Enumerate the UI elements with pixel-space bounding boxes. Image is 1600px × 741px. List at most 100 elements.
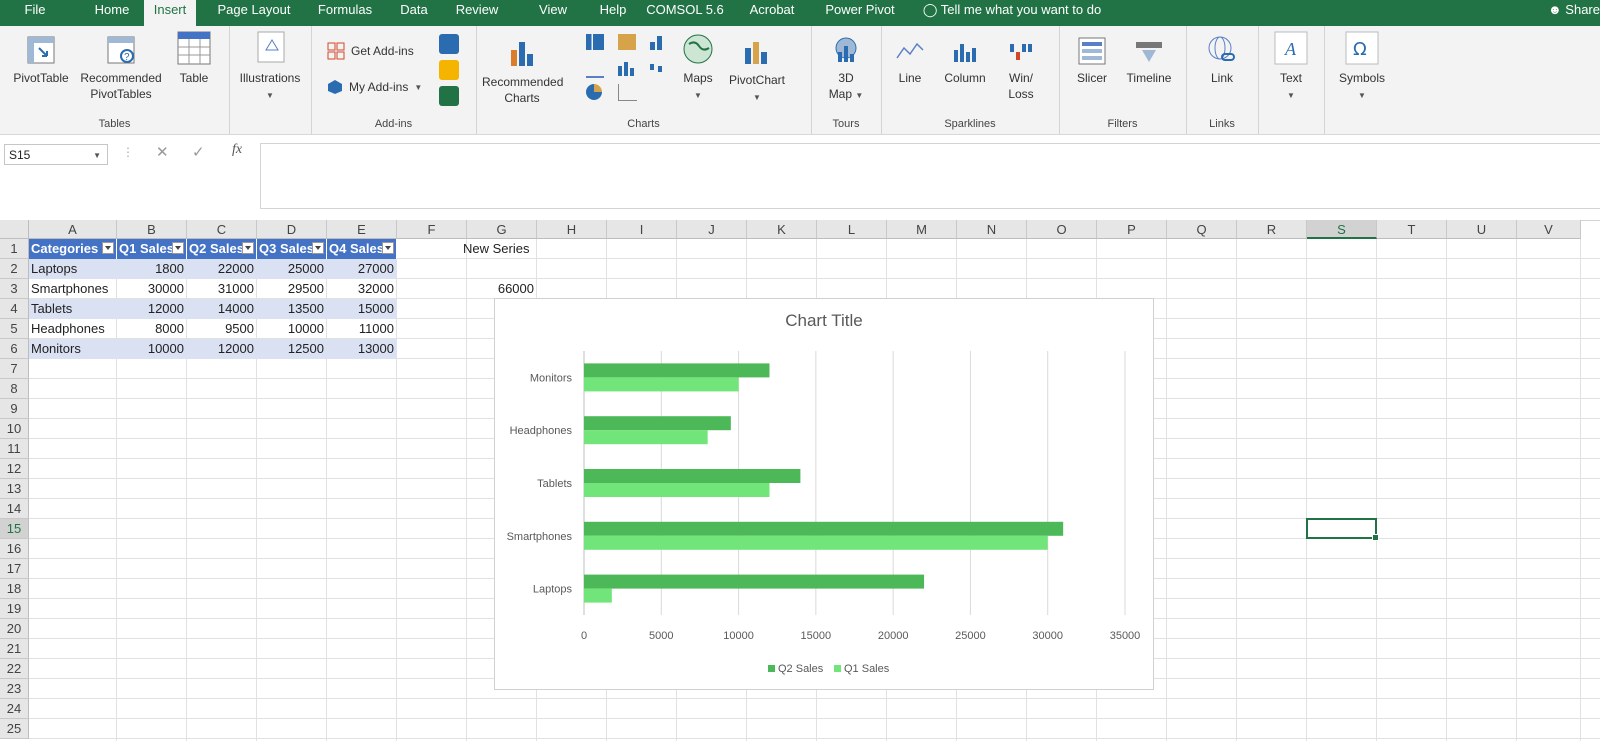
table-cell[interactable]: 11000	[358, 321, 394, 336]
table-header-cell[interactable]: Q1 Sales	[117, 239, 187, 259]
tab-view[interactable]: View	[539, 2, 567, 17]
tab-help[interactable]: Help	[599, 2, 627, 17]
table-cell[interactable]: 12000	[117, 299, 187, 319]
chart-title[interactable]: Chart Title	[785, 311, 863, 330]
slicer-button[interactable]: Slicer	[1067, 36, 1117, 86]
column-header-r[interactable]: R	[1237, 220, 1307, 239]
table-cell[interactable]: 32000	[357, 281, 394, 296]
recommended-pivottables-button[interactable]: ? Recommended PivotTables	[78, 34, 164, 102]
bar-chart[interactable]: Chart Title 0 5000 10000 15000 20000 25000 300…	[494, 298, 1154, 690]
sparkline-column-button[interactable]: Column	[937, 36, 993, 86]
row-header-23[interactable]: 23	[0, 679, 29, 699]
tab-power-pivot[interactable]: Power Pivot	[825, 2, 895, 17]
tab-home[interactable]: Home	[94, 2, 130, 17]
table-header-cell[interactable]: Q4 Sales	[327, 239, 397, 259]
line-chart-icon[interactable]	[586, 60, 604, 78]
column-header-j[interactable]: J	[677, 220, 747, 239]
filter-dropdown-icon[interactable]	[382, 242, 394, 254]
column-header-n[interactable]: N	[957, 220, 1027, 239]
people-graph-icon[interactable]	[439, 86, 459, 106]
row-header-9[interactable]: 9	[0, 399, 29, 419]
maps-button[interactable]: Maps ▼	[676, 32, 720, 104]
column-header-h[interactable]: H	[537, 220, 607, 239]
row-header-11[interactable]: 11	[0, 439, 29, 459]
illustrations-button[interactable]: Illustrations ▼	[235, 30, 305, 104]
table-cell[interactable]: 8000	[155, 321, 184, 336]
tab-file[interactable]: File	[24, 2, 46, 17]
row-header-2[interactable]: 2	[0, 259, 29, 279]
tab-comsol-5-6[interactable]: COMSOL 5.6	[646, 2, 724, 17]
column-header-v[interactable]: V	[1517, 220, 1581, 239]
column-header-g[interactable]: G	[467, 220, 537, 239]
pie-chart-icon[interactable]	[586, 84, 602, 100]
column-header-q[interactable]: Q	[1167, 220, 1237, 239]
tab-insert[interactable]: Insert	[144, 0, 196, 26]
row-header-15[interactable]: 15	[0, 519, 29, 539]
row-header-14[interactable]: 14	[0, 499, 29, 519]
scatter-chart-icon[interactable]	[618, 84, 637, 101]
row-header-10[interactable]: 10	[0, 419, 29, 439]
sparkline-line-button[interactable]: Line	[887, 36, 933, 86]
column-header-l[interactable]: L	[817, 220, 887, 239]
table-header-cell[interactable]: Categories	[29, 239, 117, 259]
visio-icon[interactable]	[439, 34, 459, 54]
tab-acrobat[interactable]: Acrobat	[749, 2, 795, 17]
row-header-17[interactable]: 17	[0, 559, 29, 579]
row-header-6[interactable]: 6	[0, 339, 29, 359]
table-button[interactable]: Table	[170, 30, 218, 86]
row-header-20[interactable]: 20	[0, 619, 29, 639]
enter-icon[interactable]: ✓	[192, 144, 205, 161]
table-cell[interactable]: Tablets	[29, 299, 117, 319]
column-header-u[interactable]: U	[1447, 220, 1517, 239]
table-cell[interactable]: 15000	[327, 299, 397, 319]
row-header-13[interactable]: 13	[0, 479, 29, 499]
table-cell[interactable]: Headphones	[31, 321, 105, 336]
table-cell[interactable]: 14000	[187, 299, 257, 319]
row-header-1[interactable]: 1	[0, 239, 29, 259]
table-cell[interactable]: Laptops	[29, 259, 117, 279]
row-header-16[interactable]: 16	[0, 539, 29, 559]
row-header-25[interactable]: 25	[0, 719, 29, 739]
waterfall-chart-icon[interactable]	[650, 34, 668, 50]
row-header-18[interactable]: 18	[0, 579, 29, 599]
row-header-22[interactable]: 22	[0, 659, 29, 679]
table-cell[interactable]: 31000	[217, 281, 254, 296]
column-header-c[interactable]: C	[187, 220, 257, 239]
name-box[interactable]: S15 ▼	[4, 144, 108, 165]
table-cell[interactable]: 9500	[225, 321, 254, 336]
table-cell[interactable]: 13000	[327, 339, 397, 359]
column-header-m[interactable]: M	[887, 220, 957, 239]
hierarchy-chart-icon[interactable]	[618, 34, 636, 50]
table-cell[interactable]: 25000	[257, 259, 327, 279]
table-cell[interactable]: Monitors	[29, 339, 117, 359]
filter-dropdown-icon[interactable]	[172, 242, 184, 254]
bing-maps-icon[interactable]	[439, 60, 459, 80]
column-header-s[interactable]: S	[1307, 220, 1377, 239]
row-header-21[interactable]: 21	[0, 639, 29, 659]
column-header-b[interactable]: B	[117, 220, 187, 239]
stock-chart-icon[interactable]	[650, 60, 668, 76]
link-button[interactable]: Link	[1198, 34, 1246, 86]
column-header-i[interactable]: I	[607, 220, 677, 239]
filter-dropdown-icon[interactable]	[102, 242, 114, 254]
sparkline-winloss-button[interactable]: Win/ Loss	[997, 36, 1045, 102]
table-cell[interactable]: 29500	[287, 281, 324, 296]
tab-page-layout[interactable]: Page Layout	[217, 2, 291, 17]
table-cell[interactable]: 12000	[187, 339, 257, 359]
formula-input[interactable]	[260, 143, 1600, 209]
share-button[interactable]: ☻ Share	[1547, 2, 1600, 17]
column-header-a[interactable]: A	[29, 220, 117, 239]
cell-g1[interactable]: New Series	[463, 241, 530, 256]
row-header-3[interactable]: 3	[0, 279, 29, 299]
symbols-button[interactable]: Ω Symbols ▼	[1334, 30, 1390, 104]
row-header-5[interactable]: 5	[0, 319, 29, 339]
text-button[interactable]: A Text ▼	[1268, 30, 1314, 104]
column-header-o[interactable]: O	[1027, 220, 1097, 239]
table-header-cell[interactable]: Q2 Sales	[187, 239, 257, 259]
get-addins-button[interactable]: Get Add-ins	[327, 42, 414, 60]
insert-function-icon[interactable]: fx	[232, 142, 243, 157]
pivotchart-button[interactable]: PivotChart ▼	[724, 36, 790, 106]
row-header-8[interactable]: 8	[0, 379, 29, 399]
tab-data[interactable]: Data	[400, 2, 428, 17]
table-cell[interactable]: 27000	[327, 259, 397, 279]
